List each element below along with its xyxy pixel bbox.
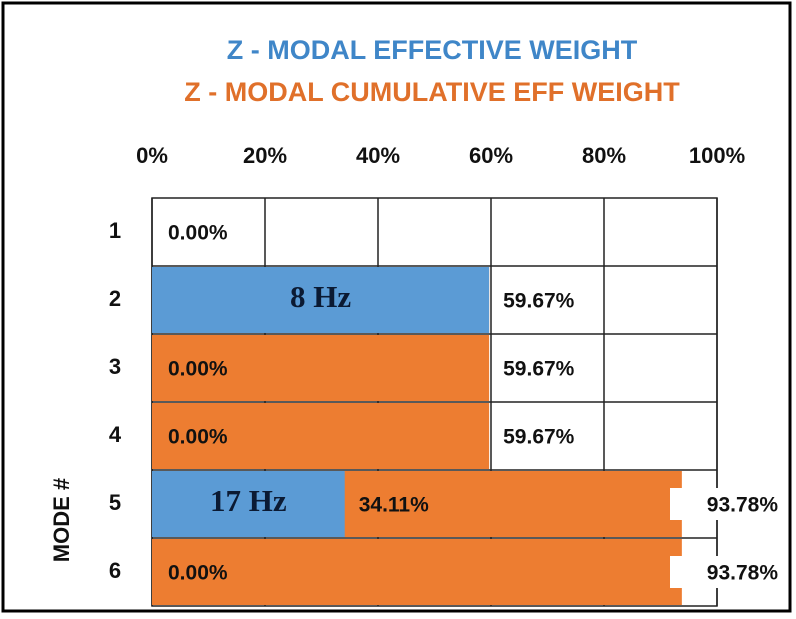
bar — [152, 335, 490, 401]
label-bg — [670, 488, 780, 520]
x-tick-label: 20% — [243, 143, 287, 168]
annotation: 8 Hz — [290, 279, 351, 314]
data-label: 0.00% — [168, 562, 228, 585]
y-tick-label: 1 — [109, 218, 121, 243]
data-label: 0.00% — [168, 358, 228, 381]
label-bg — [670, 556, 780, 588]
x-tick-label: 40% — [356, 143, 400, 168]
data-label: 34.11% — [359, 494, 429, 517]
y-tick-label: 6 — [109, 558, 121, 583]
annotation: 17 Hz — [210, 483, 287, 518]
data-label: 0.00% — [168, 222, 228, 245]
bar — [152, 267, 490, 333]
data-label: 59.67% — [503, 290, 575, 313]
x-tick-label: 100% — [689, 143, 745, 168]
data-label: 93.78% — [707, 562, 779, 585]
data-label: 59.67% — [503, 426, 575, 449]
bar — [152, 539, 682, 605]
bar — [152, 471, 345, 537]
bar — [152, 403, 490, 469]
x-tick-label: 60% — [469, 143, 513, 168]
x-tick-label: 80% — [582, 143, 626, 168]
y-tick-label: 2 — [109, 286, 121, 311]
y-tick-label: 3 — [109, 354, 121, 379]
data-label: 0.00% — [168, 426, 228, 449]
y-tick-label: 4 — [109, 422, 122, 447]
data-label: 59.67% — [503, 358, 575, 381]
legend-entry: Z - MODAL CUMULATIVE EFF WEIGHT — [184, 77, 680, 107]
data-label: 93.78% — [707, 494, 779, 517]
legend-entry: Z - MODAL EFFECTIVE WEIGHT — [227, 35, 638, 65]
x-tick-label: 0% — [136, 143, 168, 168]
y-axis-label: MODE # — [49, 478, 74, 562]
y-tick-label: 5 — [109, 490, 121, 515]
